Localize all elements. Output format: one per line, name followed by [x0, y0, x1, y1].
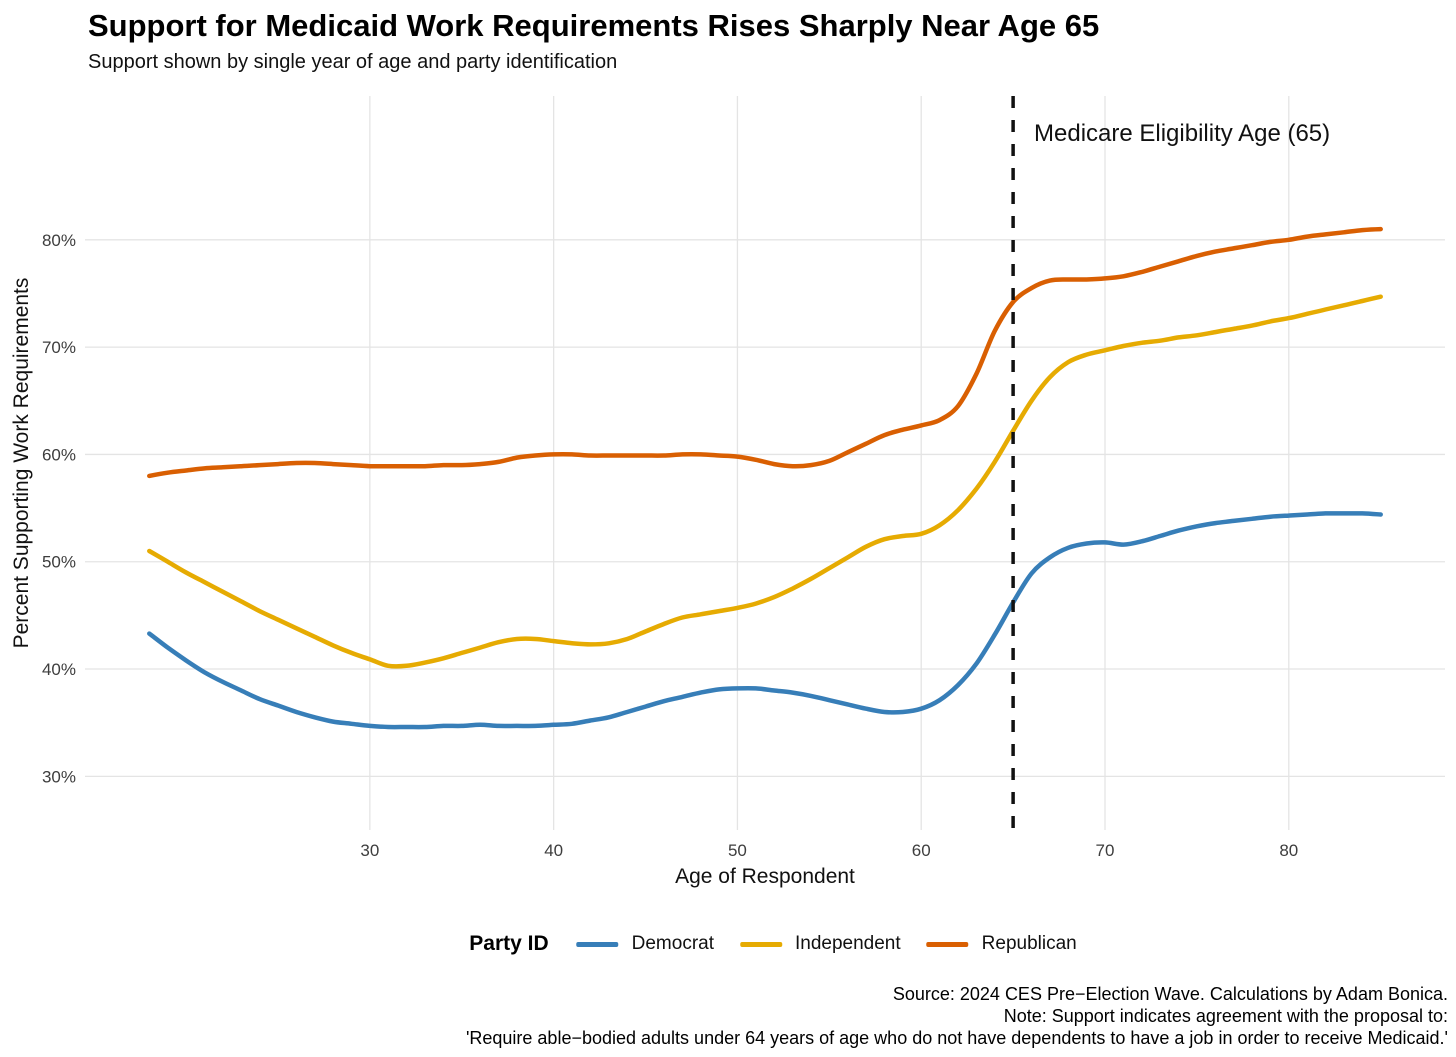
series-line-republican	[147, 226, 1383, 479]
page-title: Support for Medicaid Work Requirements R…	[88, 8, 1100, 43]
x-tick-label: 70	[1096, 841, 1115, 860]
x-tick-label: 60	[912, 841, 931, 860]
x-tick-label: 50	[728, 841, 747, 860]
y-axis-tick-labels: 30% 40% 50% 60% 70% 80%	[42, 231, 76, 787]
series-line-democrat	[147, 511, 1383, 730]
y-tick-label: 50%	[42, 553, 76, 572]
legend-item-democrat: Democrat	[576, 933, 714, 955]
x-tick-label: 40	[544, 841, 563, 860]
legend-title: Party ID	[469, 932, 549, 955]
caption-proposal: 'Require able−bodied adults under 64 yea…	[465, 1028, 1448, 1048]
legend-swatch-republican	[926, 941, 969, 947]
legend-item-independent: Independent	[739, 933, 901, 955]
x-axis-tick-labels: 30 40 50 60 70 80	[360, 841, 1298, 860]
legend: Party ID Democrat Independent Republican	[469, 928, 1076, 960]
caption-note: Note: Support indicates agreement with t…	[1003, 1006, 1448, 1026]
y-tick-label: 70%	[42, 338, 76, 357]
legend-label-republican: Republican	[981, 933, 1077, 954]
y-tick-label: 30%	[42, 767, 76, 786]
legend-label-democrat: Democrat	[631, 933, 714, 954]
y-axis-title: Percent Supporting Work Requirements	[10, 277, 33, 649]
caption: Source: 2024 CES Pre−Election Wave. Calc…	[466, 983, 1448, 1049]
series-line-independent	[147, 294, 1383, 669]
caption-source: Source: 2024 CES Pre−Election Wave. Calc…	[892, 984, 1448, 1004]
y-tick-label: 80%	[42, 231, 76, 250]
x-tick-label: 30	[360, 841, 379, 860]
x-tick-label: 80	[1279, 841, 1298, 860]
page-subtitle: Support shown by single year of age and …	[88, 51, 618, 73]
legend-label-independent: Independent	[794, 933, 901, 954]
y-tick-label: 40%	[42, 660, 76, 679]
gridlines	[85, 96, 1445, 830]
legend-swatch-democrat	[576, 941, 619, 947]
series-lines	[147, 226, 1383, 730]
legend-item-republican: Republican	[926, 933, 1077, 955]
y-tick-label: 60%	[42, 445, 76, 464]
x-axis-title: Age of Respondent	[675, 865, 855, 888]
legend-swatch-independent	[739, 941, 782, 947]
annotation-medicare-age: Medicare Eligibility Age (65)	[1034, 120, 1331, 147]
